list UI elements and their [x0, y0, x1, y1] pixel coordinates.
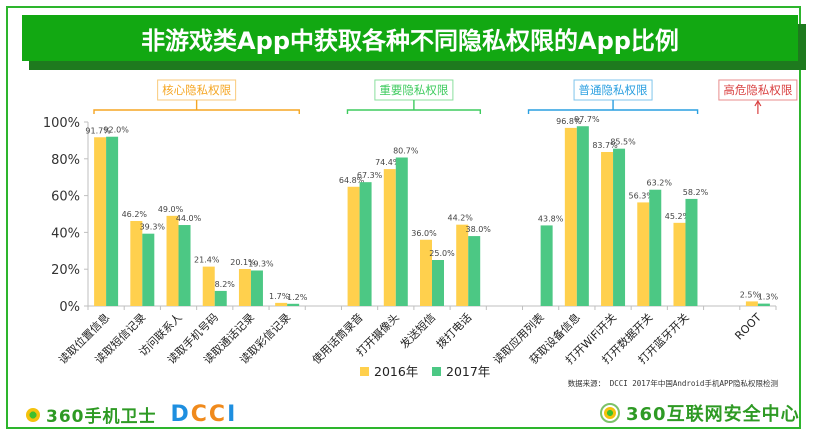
data-label: 92.0% [103, 126, 129, 135]
bar-2017 [432, 260, 444, 306]
bar-2017 [613, 148, 626, 306]
logo-360-security-center: 360互联网安全中心 [600, 400, 800, 426]
bar-2016 [275, 302, 288, 306]
y-tick-label: 60% [51, 190, 80, 205]
bar-2017 [178, 225, 191, 306]
logo-dcci: DCCI [170, 402, 238, 427]
group-header-label: 高危隐私权限 [723, 83, 792, 97]
bar-2016 [745, 301, 758, 306]
data-label: 20.1% [230, 258, 256, 267]
data-label: 45.2% [665, 212, 691, 221]
bar-2016 [166, 215, 179, 306]
data-label: 97.7% [574, 115, 600, 124]
data-label: 44.2% [447, 214, 473, 223]
bar-2017 [250, 270, 263, 306]
group-bracket [527, 100, 699, 114]
y-tick-label: 80% [51, 153, 80, 168]
data-label: 96.8% [556, 117, 582, 126]
y-tick-label: 0% [59, 300, 80, 315]
bar-2017 [540, 225, 553, 306]
group-header-label: 核心隐私权限 [162, 83, 231, 97]
bar-2016 [420, 239, 432, 306]
data-label: 67.3% [357, 171, 383, 180]
data-label: 91.7% [85, 126, 111, 135]
data-label: 46.2% [122, 210, 148, 219]
bar-2016 [637, 202, 650, 306]
group-arrow-head-icon [754, 99, 762, 107]
bar-2017 [757, 303, 770, 306]
data-label: 1.2% [287, 293, 308, 302]
chart-title: 非游戏类App中获取各种不同隐私权限的App比例 [22, 15, 798, 61]
360-wreath-logo-icon [600, 403, 620, 423]
bar-2017 [106, 136, 119, 306]
data-label: 80.7% [393, 147, 419, 156]
bar-2016 [238, 269, 251, 306]
data-label: 38.0% [465, 225, 491, 234]
logo-360-mobile-guard: 360手机卫士 DCCI [26, 402, 237, 427]
bar-2017 [649, 189, 662, 306]
bar-2017 [395, 157, 408, 306]
group-bracket [93, 100, 300, 114]
data-label: 8.2% [215, 280, 236, 289]
bar-2016 [564, 127, 577, 306]
data-label: 1.3% [758, 293, 779, 302]
category-label: 拨打电话 [433, 310, 474, 351]
bar-2017 [576, 126, 589, 307]
data-label: 2.5% [740, 290, 761, 299]
logo-360-security-text: 360互联网安全中心 [626, 404, 800, 425]
data-label: 44.0% [176, 214, 202, 223]
bar-2016 [383, 169, 396, 306]
legend-label: 2017年 [446, 364, 490, 379]
data-label: 39.3% [140, 223, 166, 232]
data-label: 25.0% [429, 249, 455, 258]
data-label: 63.2% [647, 179, 673, 188]
legend-label: 2016年 [374, 364, 418, 379]
data-label: 43.8% [538, 214, 564, 223]
y-tick-label: 40% [51, 226, 80, 241]
bar-2016 [202, 266, 215, 306]
group-header-label: 重要隐私权限 [379, 83, 448, 97]
category-label: 使用话筒录音 [309, 310, 366, 367]
data-label: 21.4% [194, 256, 220, 265]
y-tick-label: 100% [43, 116, 80, 131]
bar-2016 [601, 151, 614, 306]
bar-2017 [359, 182, 372, 306]
bar-2016 [94, 137, 107, 306]
data-label: 74.4% [375, 158, 401, 167]
legend-swatch-2017 [432, 367, 441, 376]
bar-2016 [456, 224, 469, 306]
data-label: 85.5% [610, 138, 636, 147]
source-note: 数据来源： DCCI 2017年中国Android手机APP隐私权限检测 [568, 378, 778, 388]
category-label: ROOT [732, 311, 764, 343]
data-label: 64.8% [339, 176, 365, 185]
bar-2017 [287, 303, 300, 306]
y-tick-label: 20% [51, 263, 80, 278]
data-label: 58.2% [683, 188, 709, 197]
data-label: 19.3% [248, 259, 274, 268]
legend-swatch-2016 [360, 367, 369, 376]
bar-2016 [347, 186, 360, 306]
bar-2016 [130, 220, 143, 306]
bar-2017 [142, 233, 155, 306]
data-label: 56.3% [629, 191, 655, 200]
bar-2017 [468, 236, 481, 306]
group-header-label: 普通隐私权限 [579, 83, 648, 97]
group-bracket [346, 100, 482, 114]
category-label: 发送短信 [397, 310, 438, 351]
bar-2016 [673, 222, 686, 306]
bar-2017 [214, 290, 227, 306]
data-label: 36.0% [411, 229, 437, 238]
data-label: 1.7% [269, 292, 290, 301]
bar-2017 [685, 198, 698, 306]
360-logo-icon [26, 407, 40, 422]
logo-360-text: 360手机卫士 [46, 407, 157, 427]
data-label: 49.0% [158, 205, 184, 214]
data-label: 83.7% [592, 141, 618, 150]
